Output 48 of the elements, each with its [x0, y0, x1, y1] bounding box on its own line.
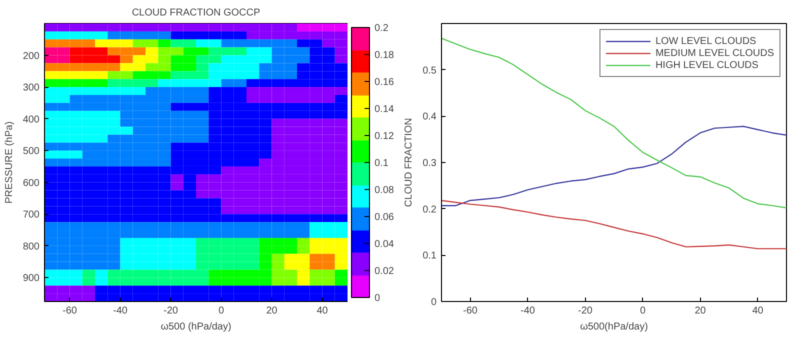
legend-label: HIGH LEVEL CLOUDS	[655, 59, 758, 71]
color-bar-label: 0.02	[374, 266, 394, 277]
y-tick-label: 0.2	[422, 204, 437, 216]
x-tick-label: -20	[578, 306, 593, 316]
x-tick-label: -60	[62, 306, 78, 316]
y-tick-label: 0.1	[422, 250, 437, 262]
y-tick-label: 200	[22, 50, 40, 62]
color-bar-label: 0.1	[374, 158, 389, 169]
x-axis-title: ω500 (hPa/day)	[160, 322, 232, 332]
y-tick-label: 0.3	[422, 158, 437, 169]
color-bar-label: 0	[374, 293, 380, 304]
legend-label: LOW LEVEL CLOUDS	[655, 35, 756, 47]
y-tick-label: 400	[22, 114, 40, 126]
y-tick-label: 300	[22, 82, 40, 94]
x-tick-label: 0	[640, 306, 646, 316]
x-tick-label: 0	[218, 306, 224, 316]
color-bar-label: 0.12	[374, 131, 394, 142]
y-tick-label: 900	[22, 273, 40, 284]
y-axis-title: CLOUD FRACTION	[404, 118, 415, 207]
line-series	[442, 38, 786, 209]
color-bar-label: 0.04	[374, 239, 394, 250]
color-bar-label: 0.06	[374, 212, 394, 223]
y-tick-label: 500	[22, 146, 40, 158]
color-bar-label: 0.2	[374, 23, 389, 34]
y-tick-label: 800	[22, 241, 40, 252]
y-tick-label: 0.4	[422, 112, 437, 123]
x-tick-label: -40	[113, 306, 128, 316]
x-tick-label: -40	[520, 306, 536, 316]
color-bar-label: 0.08	[374, 185, 394, 196]
x-tick-label: -60	[463, 306, 478, 316]
x-tick-label: 20	[266, 306, 278, 316]
x-tick-label: 20	[694, 306, 706, 316]
y-tick-label: 600	[22, 178, 40, 189]
y-axis-title: PRESSURE (hPa)	[4, 121, 15, 204]
line-series	[442, 200, 786, 250]
legend-label: MEDIUM LEVEL CLOUDS	[655, 47, 774, 59]
x-tick-label: 40	[316, 306, 328, 316]
x-tick-label: 40	[752, 306, 764, 316]
y-tick-label: 0.5	[422, 65, 437, 76]
color-bar-label: 0.18	[374, 50, 394, 61]
chart-title: CLOUD FRACTION GOCCP	[132, 8, 260, 18]
x-axis-title: ω500(hPa/day)	[580, 322, 648, 332]
y-tick-label: 0	[430, 297, 437, 308]
color-bar-label: 0.16	[374, 77, 394, 88]
color-bar-label: 0.14	[374, 104, 394, 115]
line-series	[442, 126, 786, 206]
x-tick-label: -20	[164, 306, 178, 316]
y-tick-label: 700	[22, 210, 40, 221]
